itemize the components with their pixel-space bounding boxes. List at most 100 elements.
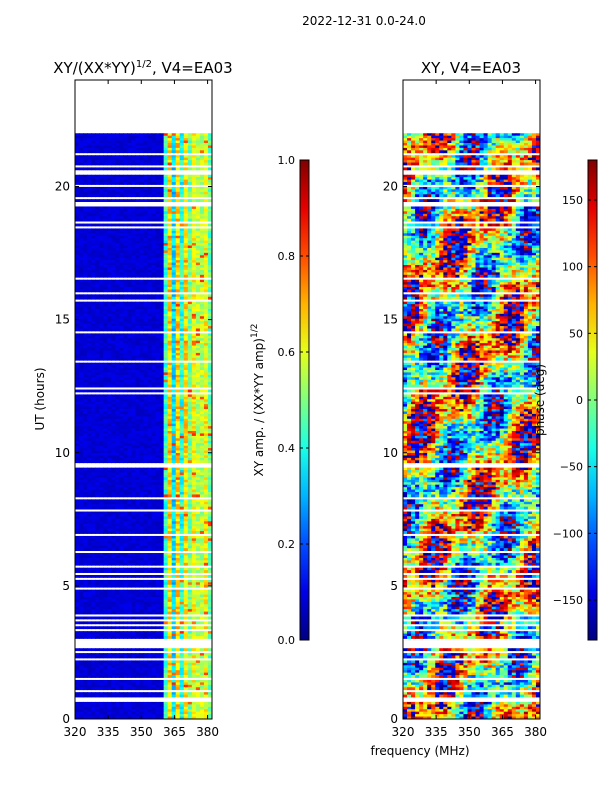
heatmap-cell [167, 167, 173, 171]
heatmap-cell [203, 423, 209, 427]
heatmap-cell [123, 194, 128, 198]
heatmap-cell [187, 409, 193, 412]
heatmap-cell [123, 304, 128, 307]
heatmap-cell [103, 435, 108, 439]
heatmap-cell [87, 199, 92, 202]
heatmap-cell [199, 311, 205, 315]
heatmap-cell [147, 362, 153, 366]
heatmap-cell [171, 313, 177, 317]
heatmap-cell [87, 348, 92, 351]
heatmap-cell [171, 155, 177, 159]
heatmap-cell [103, 377, 108, 381]
heatmap-cell [91, 374, 96, 378]
heatmap-cell [143, 365, 149, 368]
heatmap-cell [159, 216, 165, 220]
heatmap-cell [123, 167, 128, 171]
heatmap-cell [155, 311, 161, 315]
heatmap-cell [103, 287, 108, 290]
heatmap-cell [107, 470, 112, 473]
heatmap-cell [87, 372, 92, 376]
heatmap-cell [87, 218, 92, 222]
heatmap-cell [95, 282, 100, 285]
heatmap-cell [195, 143, 201, 146]
heatmap-cell [83, 240, 88, 244]
heatmap-cell [87, 252, 92, 256]
heatmap-cell [87, 523, 92, 527]
heatmap-cell [103, 543, 108, 547]
heatmap-cell [143, 308, 149, 312]
heatmap-cell [143, 338, 149, 342]
heatmap-cell [91, 372, 96, 376]
heatmap-cell [91, 301, 96, 305]
heatmap-cell [119, 233, 124, 237]
heatmap-cell [127, 350, 133, 354]
heatmap-cell [159, 450, 165, 454]
heatmap-cell [75, 470, 80, 473]
heatmap-cell [107, 182, 112, 185]
heatmap-cell [167, 365, 173, 368]
heatmap-cell [171, 260, 177, 263]
heatmap-cell [199, 538, 205, 542]
heatmap-cell [103, 396, 108, 400]
heatmap-cell [103, 257, 108, 261]
heatmap-cell [199, 506, 205, 510]
heatmap-cell [195, 435, 201, 439]
heatmap-cell [131, 316, 137, 320]
heatmap-cell [199, 526, 205, 530]
heatmap-cell [99, 431, 104, 434]
heatmap-cell [103, 472, 108, 476]
heatmap-cell [119, 543, 124, 547]
heatmap-cell [119, 179, 124, 183]
heatmap-cell [87, 328, 92, 332]
heatmap-cell [159, 369, 165, 373]
heatmap-cell [167, 338, 173, 342]
heatmap-cell [187, 487, 193, 490]
heatmap-cell [111, 311, 116, 315]
heatmap-cell [91, 455, 96, 459]
heatmap-cell [151, 352, 157, 356]
heatmap-cell [79, 262, 84, 266]
heatmap-cell [171, 440, 177, 444]
heatmap-cell [163, 543, 169, 547]
heatmap-cell [171, 526, 177, 530]
heatmap-cell [199, 216, 205, 220]
heatmap-cell [135, 538, 141, 542]
heatmap-cell [187, 521, 193, 525]
heatmap-cell [163, 538, 169, 542]
heatmap-cell [195, 133, 201, 137]
heatmap-cell [135, 516, 141, 520]
heatmap-cell [167, 228, 173, 232]
heatmap-cell [91, 457, 96, 461]
heatmap-cell [171, 186, 177, 190]
heatmap-cell [127, 296, 133, 300]
heatmap-cell [199, 182, 205, 185]
heatmap-cell [99, 194, 104, 198]
heatmap-cell [167, 262, 173, 266]
heatmap-cell [207, 394, 212, 398]
heatmap-cell [147, 521, 153, 525]
heatmap-cell [83, 479, 88, 483]
heatmap-cell [199, 470, 205, 473]
heatmap-cell [171, 321, 177, 325]
heatmap-cell [195, 147, 201, 151]
heatmap-cell [179, 321, 185, 325]
heatmap-cell [131, 247, 137, 251]
heatmap-cell [167, 384, 173, 388]
heatmap-cell [103, 233, 108, 237]
heatmap-cell [199, 518, 205, 522]
heatmap-cell [195, 492, 201, 495]
heatmap-cell [207, 452, 212, 456]
heatmap-cell [115, 318, 120, 322]
heatmap-cell [107, 494, 112, 498]
heatmap-cell [143, 409, 149, 412]
heatmap-cell [99, 409, 104, 412]
heatmap-cell [135, 460, 141, 464]
heatmap-cell [115, 321, 120, 325]
heatmap-cell [143, 189, 149, 193]
heatmap-cell [119, 372, 124, 376]
heatmap-cell [191, 423, 197, 427]
heatmap-cell [103, 182, 108, 185]
heatmap-cell [151, 167, 157, 171]
heatmap-cell [159, 240, 165, 244]
heatmap-cell [111, 379, 116, 383]
